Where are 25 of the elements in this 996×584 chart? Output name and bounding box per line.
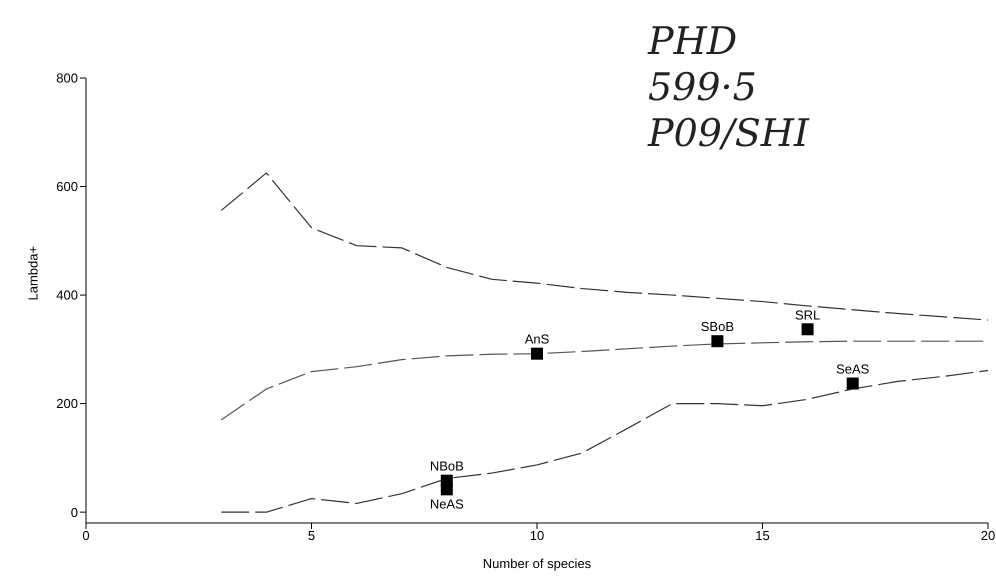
point [531,348,543,360]
annotation: NBoB [430,458,464,474]
annotation: SRL [794,307,820,322]
y-tick-label: 200 [56,396,78,412]
x-tick-label: 15 [755,528,770,544]
handwritten-note: PHD 599·5 P09/SHI [648,18,809,156]
y-tick-label: 600 [56,179,78,194]
y-axis-title: Lambda+ [26,246,41,300]
x-tick-label: 10 [530,528,544,544]
point [802,323,814,336]
annotation: AnS [524,332,550,347]
y-tick-label: 0 [70,504,78,520]
x-axis-title: Number of species [482,556,592,571]
point [440,483,453,496]
annotation: SBoB [700,319,734,334]
line-series [220,172,988,321]
x-tick-label: 0 [82,528,90,544]
y-tick-label: 400 [56,288,78,303]
point [846,378,859,390]
y-tick-label: 800 [56,70,78,86]
x-tick-label: 20 [980,528,996,544]
x-tick-label: 5 [308,528,316,544]
annotation: SeAS [836,362,870,377]
annotation: NeAS [430,496,464,512]
point [711,335,724,348]
